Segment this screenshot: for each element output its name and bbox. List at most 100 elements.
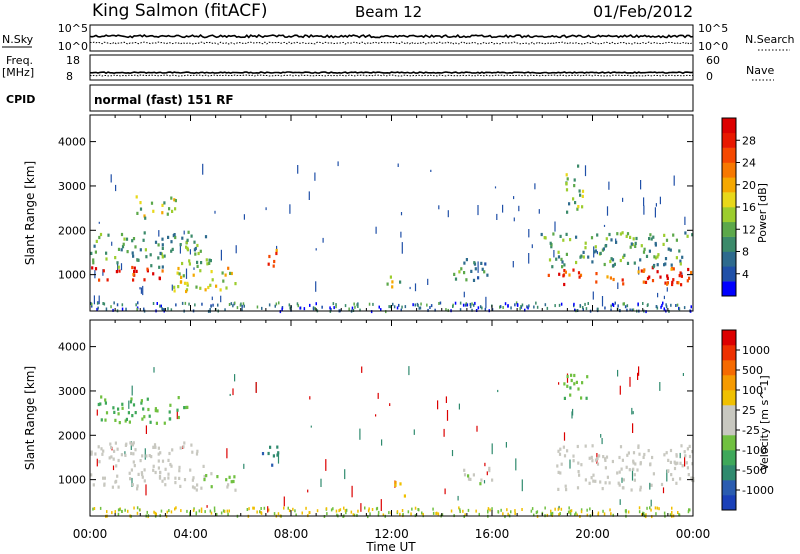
echo-cell (622, 282, 625, 286)
echo-cell (639, 485, 642, 489)
echo-cell (353, 513, 356, 517)
echo-cell (454, 301, 457, 305)
echo-cell (265, 207, 267, 211)
echo-cell (152, 272, 155, 276)
echo-cell (544, 236, 547, 240)
echo-cell (418, 306, 420, 310)
echo-cell (528, 229, 530, 238)
echo-cell (507, 304, 509, 308)
echo-cell (208, 261, 211, 265)
echo-cell (530, 509, 533, 513)
echo-cell (170, 240, 173, 244)
echo-cell (180, 509, 182, 513)
echo-cell (629, 245, 632, 249)
echo-cell (591, 260, 594, 264)
echo-cell (121, 510, 123, 513)
echo-cell (642, 455, 645, 459)
echo-cell (411, 507, 413, 511)
echo-cell (167, 472, 170, 476)
echo-cell (130, 468, 133, 472)
echo-cell (209, 283, 212, 287)
echo-cell (632, 308, 635, 312)
echo-cell (554, 304, 556, 308)
echo-cell (186, 283, 189, 287)
echo-cell (615, 240, 618, 244)
echo-cell (679, 262, 682, 266)
echo-cell (279, 310, 282, 314)
echo-cell (662, 301, 664, 305)
echo-cell (612, 277, 615, 282)
colorbar-cell (722, 450, 736, 466)
echo-cell (483, 480, 486, 484)
echo-cell (502, 306, 504, 309)
echo-cell (137, 301, 139, 305)
echo-cell (626, 453, 629, 457)
echo-cell (103, 476, 106, 480)
echo-cell (649, 506, 651, 510)
echo-cell (569, 393, 572, 397)
echo-cell (125, 307, 127, 311)
echo-cell (632, 423, 634, 433)
echo-cell (650, 499, 652, 507)
echo-cell (171, 247, 174, 251)
echo-cell (272, 264, 275, 268)
echo-cell (233, 475, 236, 479)
echo-cell (268, 254, 271, 259)
echo-cell (604, 306, 606, 310)
y-tick-label: 3000 (58, 385, 86, 398)
echo-cell (110, 174, 112, 183)
echo-cell (256, 305, 259, 309)
echo-cell (631, 468, 634, 481)
echo-cell (667, 247, 670, 251)
echo-cell (652, 265, 655, 269)
echo-cell (114, 480, 117, 484)
echo-cell (155, 421, 158, 425)
echo-cell (562, 274, 565, 278)
echo-cell (675, 238, 678, 242)
echo-cell (609, 508, 611, 512)
echo-cell (153, 443, 157, 447)
echo-cell (182, 274, 185, 278)
echo-cell (91, 302, 93, 306)
echo-cell (594, 245, 597, 249)
echo-cell (161, 243, 164, 247)
echo-cell (467, 508, 470, 512)
echo-cell (344, 509, 347, 513)
echo-cell (183, 478, 187, 482)
echo-cell (351, 485, 353, 498)
echo-cell (241, 308, 243, 312)
echo-cell (288, 303, 291, 307)
echo-cell (680, 283, 683, 287)
echo-cell (275, 248, 278, 253)
colorbar-tick-label: 24 (742, 157, 756, 170)
echo-cell (178, 469, 181, 473)
echo-cell (96, 458, 98, 467)
echo-cell (295, 513, 297, 517)
echo-cell (359, 308, 361, 312)
colorbar-tick-label: 500 (742, 364, 763, 377)
echo-cell (115, 464, 118, 468)
echo-cell (232, 304, 234, 308)
echo-cell (531, 244, 533, 249)
echo-cell (622, 197, 624, 202)
echo-cell (209, 259, 212, 263)
echo-cell (654, 207, 656, 218)
echo-cell (417, 508, 419, 511)
echo-cell (463, 261, 466, 265)
echo-cell (521, 303, 524, 307)
echo-cell (632, 237, 635, 241)
echo-cell (477, 276, 480, 280)
echo-cell (117, 412, 120, 416)
echo-cell (131, 251, 134, 255)
echo-cell (551, 265, 554, 269)
echo-cell (377, 513, 380, 517)
echo-cell (102, 269, 104, 276)
echo-cell (301, 511, 303, 515)
echo-cell (686, 466, 689, 470)
echo-cell (97, 402, 100, 407)
echo-cell (223, 509, 226, 513)
echo-cell (666, 469, 668, 482)
echo-cell (671, 282, 674, 287)
echo-cell (605, 237, 608, 241)
echo-cell (678, 274, 681, 278)
